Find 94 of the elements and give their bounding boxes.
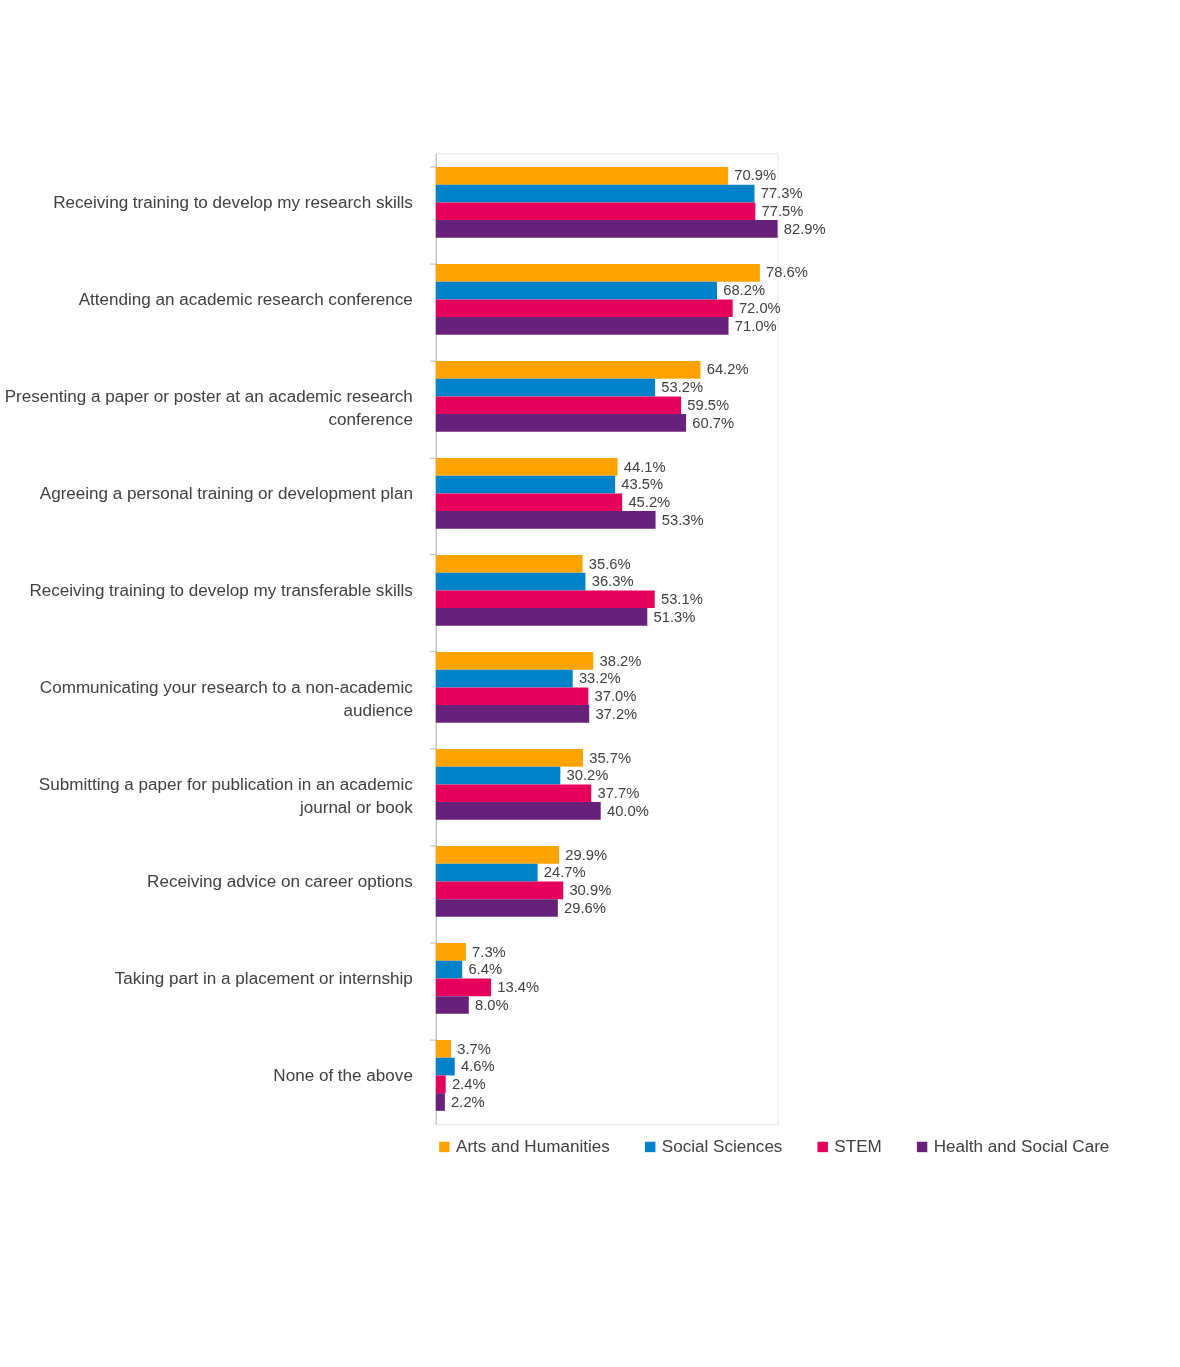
bar <box>435 608 648 626</box>
bar <box>435 299 733 318</box>
bar <box>435 572 586 591</box>
data-label: 33.2% <box>578 670 621 687</box>
bar <box>435 511 656 529</box>
data-label: 2.2% <box>451 1093 485 1110</box>
data-label: 59.5% <box>687 396 730 413</box>
bar <box>435 687 589 706</box>
bar <box>435 652 594 670</box>
data-label: 72.0% <box>738 299 781 316</box>
data-label: 68.2% <box>723 282 766 299</box>
bar <box>435 166 729 185</box>
data-label: 36.3% <box>591 573 634 590</box>
data-label: 37.7% <box>597 784 640 801</box>
bar <box>435 1040 452 1058</box>
legend-label: STEM <box>834 1137 882 1157</box>
bar <box>435 899 558 917</box>
data-label: 37.0% <box>594 687 637 704</box>
legend-label: Health and Social Care <box>933 1137 1110 1157</box>
data-label: 78.6% <box>766 264 808 281</box>
y-tick-label: Receiving training to develop my research skills <box>53 192 413 212</box>
data-label: 53.1% <box>660 590 703 607</box>
bar <box>435 960 463 979</box>
bar <box>435 996 469 1014</box>
bar <box>435 457 618 476</box>
data-label: 7.3% <box>472 943 506 960</box>
data-label: 8.0% <box>475 996 509 1013</box>
data-label: 44.1% <box>623 458 666 475</box>
data-label: 30.9% <box>569 881 612 898</box>
bar <box>435 220 778 238</box>
bar <box>435 1057 455 1076</box>
bar <box>435 784 592 803</box>
y-tick-label: None of the above <box>273 1065 413 1085</box>
bar <box>435 396 682 415</box>
bar <box>435 263 760 282</box>
bar <box>435 846 560 864</box>
data-label: 2.4% <box>451 1075 486 1092</box>
bar <box>435 1093 445 1111</box>
bar <box>435 590 655 609</box>
legend-label: Arts and Humanities <box>456 1137 610 1157</box>
data-label: 51.3% <box>653 608 696 625</box>
data-label: 13.4% <box>497 978 540 995</box>
data-label: 70.9% <box>734 167 777 184</box>
bar <box>435 414 687 432</box>
data-label: 45.2% <box>628 493 671 510</box>
data-label: 3.7% <box>457 1040 491 1057</box>
y-tick-label: Receiving advice on career options <box>147 871 413 891</box>
bar <box>435 555 583 573</box>
bar <box>435 378 656 397</box>
data-label: 43.5% <box>621 476 664 493</box>
bar <box>435 493 623 512</box>
bar <box>435 184 755 203</box>
bar <box>435 881 564 900</box>
y-tick-label: Submitting a paper for publication in an academic journal or book <box>38 774 414 818</box>
bar <box>435 1075 446 1094</box>
data-label: 71.0% <box>734 317 777 334</box>
data-label: 35.7% <box>589 749 632 766</box>
bar <box>435 475 616 494</box>
y-tick-label: Communicating your research to a non-academic audience <box>39 677 414 721</box>
data-label: 77.5% <box>761 202 804 219</box>
y-tick-label: Taking part in a placement or internship <box>114 968 413 988</box>
bar <box>435 669 573 688</box>
data-label: 53.2% <box>661 379 704 396</box>
y-tick-label: Agreeing a personal training or development plan <box>39 483 413 503</box>
data-label: 82.9% <box>783 220 826 237</box>
data-label: 29.6% <box>564 899 606 916</box>
data-label: 53.3% <box>661 511 704 528</box>
data-label: 4.6% <box>460 1058 495 1075</box>
data-label: 35.6% <box>588 555 631 572</box>
bar <box>435 766 561 785</box>
bar <box>435 317 729 335</box>
bar <box>435 978 492 997</box>
bar <box>435 202 756 221</box>
data-label: 40.0% <box>606 802 649 819</box>
y-tick-label: Receiving training to develop my transferable skills <box>29 580 413 600</box>
data-label: 30.2% <box>566 767 609 784</box>
bar <box>435 705 590 723</box>
legend-label: Social Sciences <box>661 1137 783 1157</box>
data-label: 29.9% <box>565 846 608 863</box>
data-label: 38.2% <box>599 652 642 669</box>
data-label: 64.2% <box>706 361 749 378</box>
y-tick-label: Attending an academic research conference <box>78 289 413 309</box>
bar <box>435 749 583 767</box>
data-label: 37.2% <box>595 705 638 722</box>
data-label: 6.4% <box>468 961 503 978</box>
bar <box>435 360 701 379</box>
bar <box>435 802 601 820</box>
bar <box>435 281 717 300</box>
bar <box>435 943 466 961</box>
data-label: 77.3% <box>760 185 803 202</box>
y-tick-label: Presenting a paper or poster at an academic research conference <box>4 386 413 430</box>
bar <box>435 863 538 882</box>
data-label: 24.7% <box>543 864 586 881</box>
data-label: 60.7% <box>692 414 735 431</box>
